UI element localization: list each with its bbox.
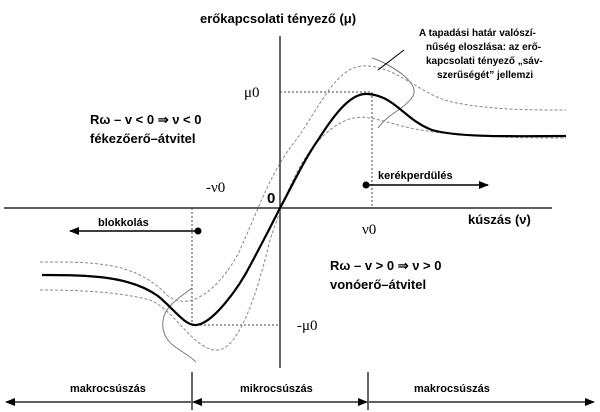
region-label-middle: mikrocsúszás (240, 383, 313, 395)
distribution-lobe-lower (162, 287, 197, 363)
annotation-line-3: kapcsolati tényező „sáv- (426, 56, 543, 67)
traction-formula: Rω – v > 0 ⇒ ν > 0 (330, 258, 442, 273)
traction-label: vonóerő–átvitel (330, 277, 426, 292)
origin-label: 0 (267, 190, 275, 207)
annotation-line-1: A tapadási határ valószí- (419, 28, 536, 39)
neg-nu0-label: -ν0 (206, 180, 225, 196)
lockup-label: blokkolás (98, 217, 149, 229)
annotation-line-4: szerűségét” jellemzi (437, 70, 533, 81)
neg-mu0-label: -μ0 (297, 318, 318, 334)
band-upper-curve (39, 65, 567, 302)
band-lower-curve (39, 116, 567, 351)
y-axis-label: erőkapcsolati tényező (μ) (200, 11, 356, 26)
x-axis-label: kúszás (ν) (468, 212, 531, 227)
region-label-right: makrocsúszás (414, 383, 490, 395)
braking-formula: Rω – v < 0 ⇒ ν < 0 (90, 112, 202, 127)
annotation-line-2: nűség eloszlása: az erő- (426, 42, 541, 53)
region-label-left: makrocsúszás (70, 383, 146, 395)
braking-label: fékezőerő–átvitel (90, 131, 196, 146)
distribution-lobe-upper (371, 57, 415, 129)
wheelspin-label: kerékperdülés (378, 170, 453, 182)
annotation-pointer (377, 49, 405, 71)
nu0-label: ν0 (362, 222, 376, 238)
mu0-label: μ0 (244, 85, 260, 101)
friction-curve (41, 92, 567, 327)
